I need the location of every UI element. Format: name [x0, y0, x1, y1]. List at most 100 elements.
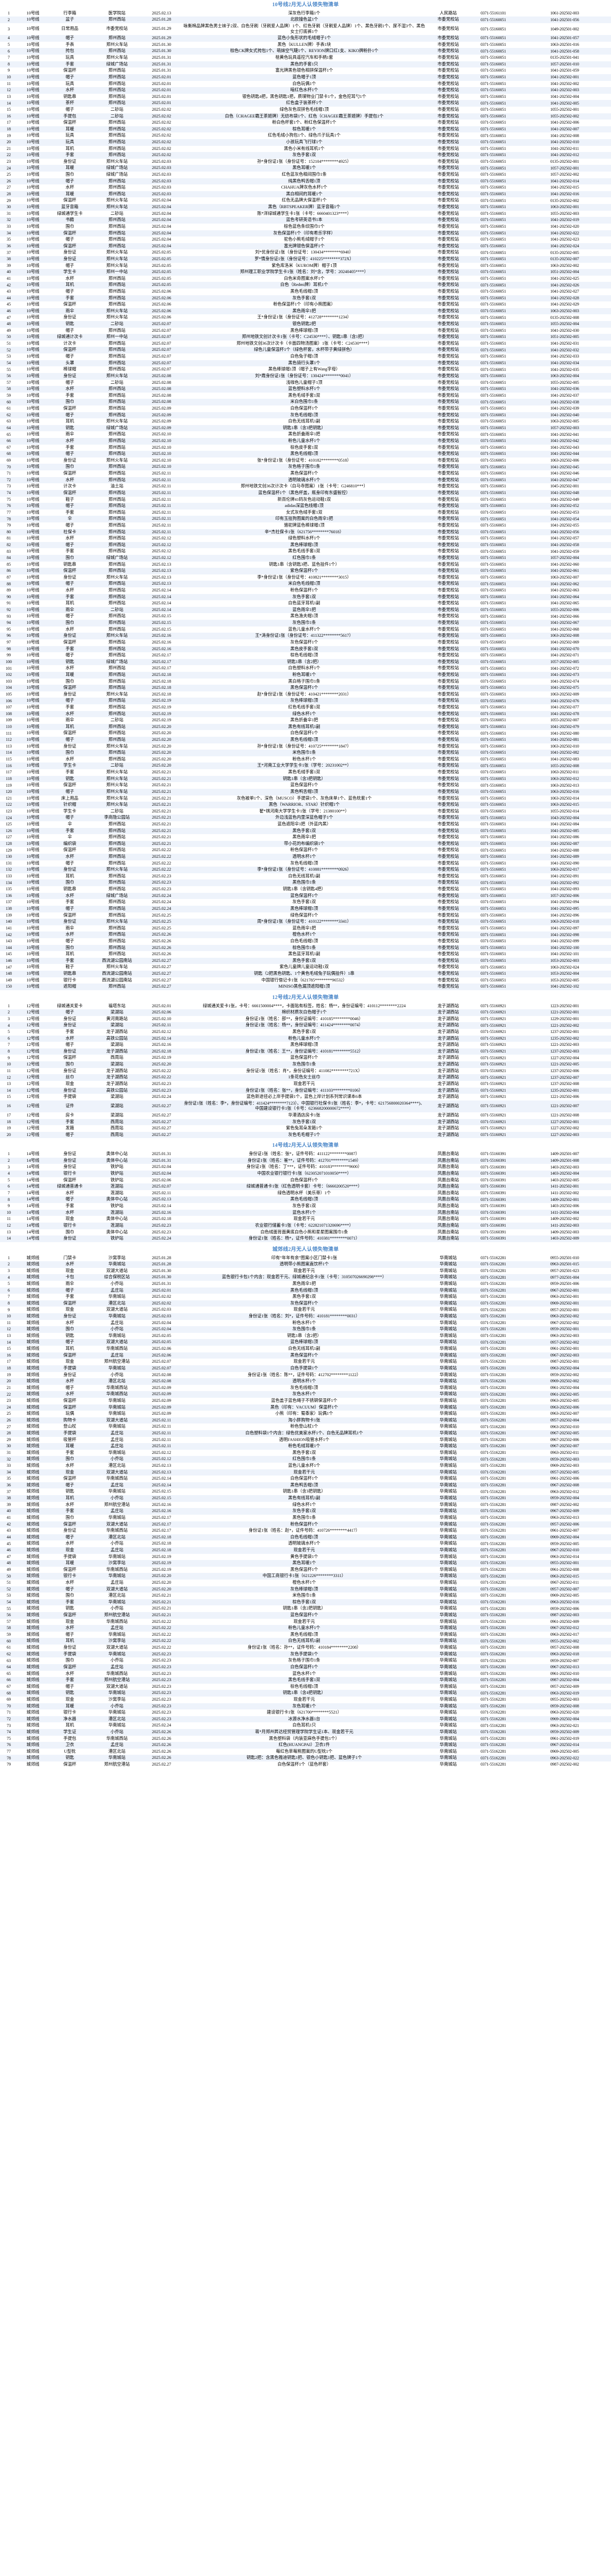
cell-code: 1063-202502-012: [518, 775, 611, 783]
cell-type: 耳机: [48, 1638, 91, 1645]
cell-no: 39: [0, 262, 18, 269]
cell-code: 1041-202502-043: [518, 444, 611, 451]
cell-code: 1041-202502-058: [518, 541, 611, 549]
cell-line: 10号线: [18, 386, 48, 393]
cell-desc: 黑色毛线帽1顶: [180, 1196, 428, 1204]
cell-desc: 黄色手提袋1个: [180, 1553, 428, 1561]
cell-date: 2025.01.29: [143, 23, 180, 36]
cell-desc: 现金若干元: [180, 1696, 428, 1703]
cell-line: 10号线: [18, 652, 48, 659]
cell-date: 2025.02.05: [143, 249, 180, 256]
cell-keep: 凤凰台南站: [428, 1229, 468, 1236]
cell-line: 10号线: [18, 522, 48, 529]
cell-keep: 市委党校站: [428, 16, 468, 24]
cell-desc: 粉色保温杯1个（印有小熊图案）: [180, 301, 428, 308]
cell-line: 城郊线: [18, 1657, 48, 1664]
table-row: 51 10号线 计次卡 郑州西站 2025.02.07 郑州地铁文创36次计次卡（卡面四物…: [0, 340, 611, 347]
cell-keep: 市委党校站: [428, 55, 468, 61]
cell-desc: 黑色棒球帽1顶: [180, 1042, 428, 1048]
cell-desc: 黑色保温杯1个: [180, 1352, 428, 1359]
cell-tel: 0371-55160051: [468, 204, 518, 211]
cell-code: 1411-202502-003: [518, 1222, 611, 1229]
cell-type: 手套: [48, 1118, 91, 1126]
cell-line: 城郊线: [18, 1553, 48, 1561]
cell-found: 绿城广场站: [91, 554, 143, 562]
cell-desc: 棕色蓝色条纹围巾1个: [180, 223, 428, 230]
cell-tel: 0371-55162281: [468, 1488, 518, 1496]
table-row: 11 10号线 玩具 郑州西站 2025.02.01 白色玩偶1个 市委党校站 0371-55…: [0, 80, 611, 88]
cell-found: 绿城广场站: [91, 172, 143, 178]
cell-found: 郑州西站: [91, 178, 143, 185]
cell-keep: 华南城站: [428, 1449, 468, 1456]
cell-found: 郑州西站: [91, 899, 143, 906]
table-body: 10号线2月无人认领失物清单 1 10号线 行李箱 医学院站 2025.02.13 深灰色行…: [0, 2, 611, 1768]
table-row: 56 10号线 身份证 郑州火车站 2025.02.08 刘*霞身份证1张（身份证号：13…: [0, 372, 611, 380]
cell-no: 18: [0, 1365, 18, 1372]
cell-keep: 华南城站: [428, 1307, 468, 1314]
cell-code: 1041-202502-086: [518, 834, 611, 841]
cell-desc: 黑色鸭舌帽1顶: [180, 788, 428, 795]
cell-desc: 建设银行卡1张（621700********5521）: [180, 1709, 428, 1716]
cell-code: 0963-202502-003: [518, 1332, 611, 1340]
cell-type: 帽子: [48, 1042, 91, 1048]
cell-tel: 0371-55160921: [468, 1125, 518, 1132]
cell-code: 0969-202502-005: [518, 1592, 611, 1599]
cell-tel: 0371-55160921: [468, 1074, 518, 1081]
section-title: 14号线2月无人认领失物清单: [0, 1141, 611, 1151]
table-row: 46 城郊线 现金 孟庄站 2025.02.18 现金若干元 华南城站 0371-551622…: [0, 1547, 611, 1554]
table-row: 83 10号线 手套 郑州西站 2025.02.12 黑色毛线手套1双 市委党校站 0371-…: [0, 548, 611, 555]
table-row: 109 10号线 雨伞 二砂站 2025.02.19 黑色折叠伞1把 市委党校站 0371-5…: [0, 717, 611, 724]
cell-tel: 0371-55160051: [468, 737, 518, 743]
cell-desc: 粉色毛绒耳暖1个: [180, 1443, 428, 1450]
cell-code: 1041-202502-084: [518, 821, 611, 828]
cell-no: 25: [0, 1411, 18, 1417]
cell-desc: 蓝色雨伞1把: [180, 606, 428, 614]
cell-found: 华南城西站: [91, 1735, 143, 1742]
cell-keep: 市委党校站: [428, 451, 468, 457]
cell-no: 3: [0, 1267, 18, 1275]
cell-line: 10号线: [18, 964, 48, 971]
cell-no: 4: [0, 35, 18, 42]
cell-tel: 0371-55160051: [468, 100, 518, 107]
cell-type: 帽子: [48, 412, 91, 419]
cell-found: 郑州西站: [91, 860, 143, 867]
cell-date: 2025.02.03: [143, 191, 180, 198]
table-row: 79 城郊线 保温杯 郑州航空港站 2025.02.27 白色保温杯1个（蓝色杯套） 华南城…: [0, 1761, 611, 1768]
cell-date: 2025.02.22: [143, 860, 180, 867]
cell-line: 12号线: [18, 1042, 48, 1048]
cell-code: 1403-202502-005: [518, 1177, 611, 1184]
table-row: 2 城郊线 水杯 华南城站 2025.01.28 透明带小熊图案直饮杯1个 华南城站 0371…: [0, 1261, 611, 1268]
cell-no: 51: [0, 340, 18, 347]
table-row: 37 10号线 身份证 郑州火车站 2025.02.05 刘*优身份证1张（身份证号：13…: [0, 249, 611, 256]
cell-desc: 透明玻璃水杯1个: [180, 477, 428, 484]
cell-date: 2025.01.30: [143, 1267, 180, 1275]
cell-code: 1221-202502-008: [518, 1112, 611, 1119]
cell-tel: 0371-55160051: [468, 691, 518, 698]
cell-desc: 现金若干元: [180, 1216, 428, 1223]
table-row: 72 城郊线 净水器 港区北站 2025.02.23 冰源水净水器1台 华南城站 0371-5…: [0, 1716, 611, 1723]
cell-keep: 市委党校站: [428, 139, 468, 146]
cell-found: 港区北站: [91, 1748, 143, 1755]
table-row: 65 10号线 雨伞 郑州西站 2025.02.10 黑色折叠雨伞1把 市委党校站 0371-…: [0, 431, 611, 438]
table-row: 81 10号线 水杯 郑州西站 2025.02.12 绿色塑料水杯1个 市委党校站 0371-…: [0, 535, 611, 542]
cell-line: 城郊线: [18, 1508, 48, 1515]
cell-keep: 华南城站: [428, 1761, 468, 1768]
cell-code: 1041-202502-052: [518, 503, 611, 510]
table-row: 24 城郊线 保温杯 华南城站 2025.02.09 黑色（印有：VACUUM）保温杯1个…: [0, 1404, 611, 1411]
cell-date: 2025.02.14: [143, 606, 180, 614]
cell-line: 10号线: [18, 152, 48, 159]
cell-tel: 0371-55160051: [468, 574, 518, 581]
cell-found: 港区北站: [91, 1534, 143, 1541]
cell-keep: 华南城站: [428, 1709, 468, 1716]
cell-type: 雨伞: [48, 308, 91, 315]
cell-keep: 市委党校站: [428, 535, 468, 542]
cell-no: 75: [0, 1735, 18, 1742]
cell-date: 2025.02.11: [143, 483, 180, 490]
cell-type: 围巾: [48, 1061, 91, 1068]
cell-code: 1041-202502-078: [518, 710, 611, 718]
table-row: 4 城郊线 卡包 综合保税区站 2025.01.30 蓝色银行卡包1个内含：现金若干元、绿…: [0, 1274, 611, 1281]
cell-desc: 黑色皮手套1双: [180, 646, 428, 653]
table-row: 105 10号线 身份证 郑州火车站 2025.02.18 赵*身份证1张（身份证号：41…: [0, 691, 611, 698]
cell-keep: 市委党校站: [428, 957, 468, 964]
cell-line: 10号线: [18, 769, 48, 776]
